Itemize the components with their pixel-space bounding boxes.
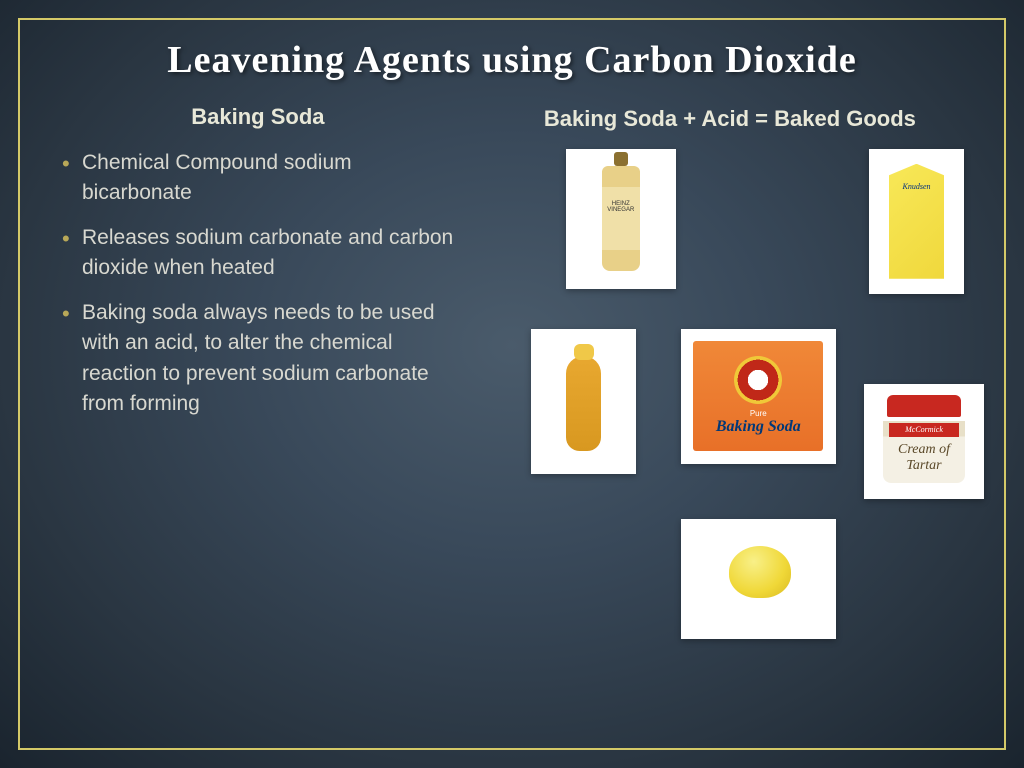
lemon-image <box>681 519 836 639</box>
honey-image <box>531 329 636 474</box>
bullet-item: Baking soda always needs to be used with… <box>68 298 466 420</box>
right-column: Baking Soda + Acid = Baked Goods PureBak… <box>486 104 974 689</box>
content-area: Baking Soda Chemical Compound sodium bic… <box>50 104 974 689</box>
buttermilk-image <box>869 149 964 294</box>
slide: Leavening Agents using Carbon Dioxide Ba… <box>0 0 1024 768</box>
cream-of-tartar-image: McCormick <box>864 384 984 499</box>
left-column: Baking Soda Chemical Compound sodium bic… <box>50 104 466 689</box>
right-heading: Baking Soda + Acid = Baked Goods <box>486 104 974 135</box>
bullet-item: Chemical Compound sodium bicarbonate <box>68 148 466 209</box>
image-grid: PureBaking Soda McCormick <box>486 149 974 689</box>
bullet-list: Chemical Compound sodium bicarbonate Rel… <box>50 148 466 420</box>
bullet-item: Releases sodium carbonate and carbon dio… <box>68 223 466 284</box>
baking-soda-image: PureBaking Soda <box>681 329 836 464</box>
slide-title: Leavening Agents using Carbon Dioxide <box>50 38 974 82</box>
left-heading: Baking Soda <box>50 104 466 130</box>
vinegar-image <box>566 149 676 289</box>
slide-frame: Leavening Agents using Carbon Dioxide Ba… <box>18 18 1006 750</box>
